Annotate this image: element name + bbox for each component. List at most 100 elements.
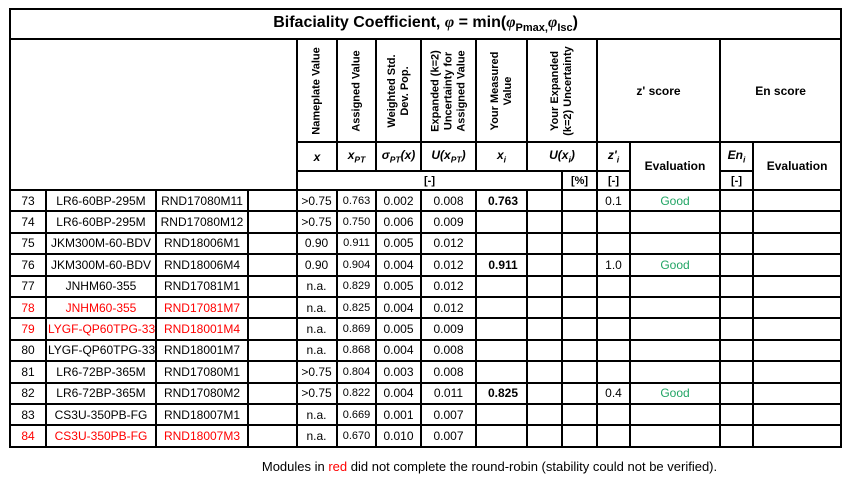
- unit-en-dimensionless: [-]: [719, 170, 754, 191]
- assigned-value-cell: 0.822: [336, 381, 377, 405]
- weighted-std-dev-cell: 0.004: [375, 338, 422, 363]
- unit-percent: [%]: [561, 170, 598, 191]
- module-serial-cell: RND17080M11: [155, 188, 249, 213]
- measured-value-cell: 0.911: [475, 253, 528, 277]
- z-evaluation-header: Evaluation: [629, 141, 721, 191]
- your-uncertainty-pct-cell: [561, 317, 598, 341]
- row-number-cell: 79: [9, 317, 47, 341]
- en-score-cell: [719, 210, 754, 234]
- module-type-cell: JNHM60-355: [45, 295, 157, 320]
- module-type-cell: LR6-72BP-365M: [45, 381, 157, 405]
- row-number-cell: 83: [9, 402, 47, 427]
- nameplate-value-cell: n.a.: [296, 274, 338, 298]
- row-number-cell: 84: [9, 424, 47, 448]
- en-evaluation-cell: [751, 317, 843, 341]
- footnote: Modules in red did not complete the roun…: [261, 459, 718, 474]
- table-row: 83 CS3U-350PB-FG RND18007M1 n.a. 0.669 0…: [9, 402, 843, 427]
- en-evaluation-cell: [751, 402, 843, 427]
- z-score-cell: [596, 231, 631, 256]
- module-type-cell: LYGF-QP60TPG-335: [45, 317, 157, 341]
- module-type-cell: CS3U-350PB-FG: [45, 402, 157, 427]
- header-assigned-value: Assigned Value: [336, 38, 377, 143]
- your-uncertainty-pct-cell: [561, 381, 598, 405]
- z-score-cell: [596, 274, 631, 298]
- row-number-cell: 80: [9, 338, 47, 363]
- your-uncertainty-pct-cell: [561, 295, 598, 320]
- your-uncertainty-pct-cell: [561, 338, 598, 363]
- expanded-uncertainty-cell: 0.012: [420, 253, 477, 277]
- z-score-cell: [596, 360, 631, 384]
- assigned-value-cell: 0.763: [336, 188, 377, 213]
- z-evaluation-cell: Good: [629, 188, 721, 213]
- empty-cell: [247, 295, 298, 320]
- your-uncertainty-abs-cell: [526, 274, 563, 298]
- expanded-uncertainty-cell: 0.012: [420, 231, 477, 256]
- measured-value-cell: [475, 424, 528, 448]
- en-score-cell: [719, 360, 754, 384]
- module-type-cell: LYGF-QP60TPG-335: [45, 338, 157, 363]
- z-evaluation-cell: [629, 274, 721, 298]
- module-serial-cell: RND17080M1: [155, 360, 249, 384]
- empty-cell: [247, 231, 298, 256]
- your-uncertainty-abs-cell: [526, 317, 563, 341]
- table-row: 73 LR6-60BP-295M RND17080M11 >0.75 0.763…: [9, 188, 843, 213]
- table-row: 78 JNHM60-355 RND17081M7 n.a. 0.825 0.00…: [9, 295, 843, 320]
- expanded-uncertainty-cell: 0.011: [420, 381, 477, 405]
- table-row: 74 LR6-60BP-295M RND17080M12 >0.75 0.750…: [9, 210, 843, 234]
- measured-value-cell: [475, 210, 528, 234]
- your-uncertainty-abs-cell: [526, 210, 563, 234]
- empty-cell: [247, 424, 298, 448]
- your-uncertainty-abs-cell: [526, 402, 563, 427]
- your-uncertainty-abs-cell: [526, 188, 563, 213]
- bifaciality-table: Bifaciality Coefficient, φ = min(φPmax,φ…: [8, 8, 843, 448]
- header-nameplate-value: Nameplate Value: [296, 38, 338, 143]
- header-z-score: z' score: [596, 38, 721, 143]
- table-row: 80 LYGF-QP60TPG-335 RND18001M7 n.a. 0.86…: [9, 338, 843, 363]
- table-title-row: Bifaciality Coefficient, φ = min(φPmax,φ…: [8, 8, 843, 40]
- expanded-uncertainty-cell: 0.007: [420, 402, 477, 427]
- expanded-uncertainty-cell: 0.012: [420, 274, 477, 298]
- en-evaluation-cell: [751, 253, 843, 277]
- module-type-cell: LR6-60BP-295M: [45, 188, 157, 213]
- measured-value-cell: [475, 231, 528, 256]
- en-evaluation-cell: [751, 424, 843, 448]
- nameplate-value-cell: n.a.: [296, 338, 338, 363]
- module-serial-cell: RND18007M3: [155, 424, 249, 448]
- row-number-cell: 76: [9, 253, 47, 277]
- phi-symbol: φ: [547, 13, 558, 31]
- assigned-value-cell: 0.670: [336, 424, 377, 448]
- en-score-cell: [719, 253, 754, 277]
- en-score-cell: [719, 402, 754, 427]
- symbol-u-xpt: U(xPT): [420, 141, 477, 172]
- expanded-uncertainty-cell: 0.008: [420, 360, 477, 384]
- your-uncertainty-abs-cell: [526, 424, 563, 448]
- symbol-row: x xPT σPT(x) U(xPT) xi U(xi) z'i Evaluat…: [10, 141, 843, 191]
- your-uncertainty-pct-cell: [561, 210, 598, 234]
- your-uncertainty-pct-cell: [561, 253, 598, 277]
- en-evaluation-header: Evaluation: [751, 141, 843, 191]
- module-serial-cell: RND18007M1: [155, 402, 249, 427]
- table-row: 77 JNHM60-355 RND17081M1 n.a. 0.829 0.00…: [9, 274, 843, 298]
- z-score-cell: [596, 424, 631, 448]
- en-evaluation-cell: [751, 360, 843, 384]
- weighted-std-dev-cell: 0.010: [375, 424, 422, 448]
- z-evaluation-cell: Good: [629, 253, 721, 277]
- table-body: 73 LR6-60BP-295M RND17080M11 >0.75 0.763…: [9, 188, 843, 448]
- measured-value-cell: 0.763: [475, 188, 528, 213]
- module-serial-cell: RND18001M4: [155, 317, 249, 341]
- nameplate-value-cell: n.a.: [296, 295, 338, 320]
- weighted-std-dev-cell: 0.005: [375, 274, 422, 298]
- expanded-uncertainty-cell: 0.008: [420, 338, 477, 363]
- module-type-cell: JKM300M-60-BDV: [45, 253, 157, 277]
- z-score-cell: [596, 295, 631, 320]
- your-uncertainty-abs-cell: [526, 338, 563, 363]
- your-uncertainty-pct-cell: [561, 360, 598, 384]
- row-number-cell: 73: [9, 188, 47, 213]
- your-uncertainty-pct-cell: [561, 424, 598, 448]
- module-serial-cell: RND17080M12: [155, 210, 249, 234]
- empty-cell: [247, 274, 298, 298]
- z-score-cell: [596, 402, 631, 427]
- assigned-value-cell: 0.829: [336, 274, 377, 298]
- unit-z-dimensionless: [-]: [596, 170, 631, 191]
- your-uncertainty-abs-cell: [526, 360, 563, 384]
